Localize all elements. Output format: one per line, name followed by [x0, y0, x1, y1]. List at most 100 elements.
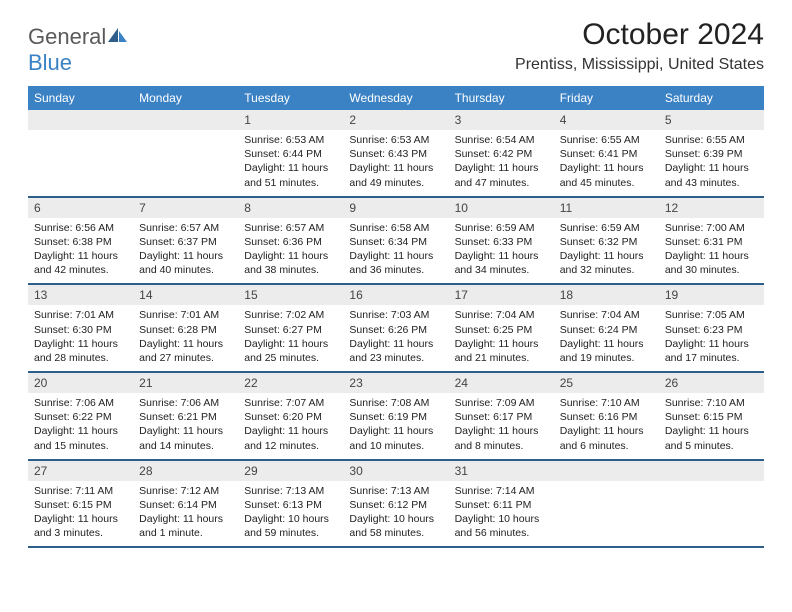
sunset-text: Sunset: 6:17 PM [455, 410, 548, 424]
sunrise-text: Sunrise: 6:55 AM [560, 133, 653, 147]
day-number: 10 [449, 198, 554, 218]
sunset-text: Sunset: 6:23 PM [665, 323, 758, 337]
daylight-text: Daylight: 11 hours and 42 minutes. [34, 249, 127, 277]
day-cell: 28Sunrise: 7:12 AMSunset: 6:14 PMDayligh… [133, 461, 238, 547]
sunrise-text: Sunrise: 7:12 AM [139, 484, 232, 498]
day-details: Sunrise: 7:09 AMSunset: 6:17 PMDaylight:… [449, 393, 554, 459]
day-details [133, 130, 238, 190]
daylight-text: Daylight: 11 hours and 21 minutes. [455, 337, 548, 365]
sunset-text: Sunset: 6:32 PM [560, 235, 653, 249]
day-cell: 13Sunrise: 7:01 AMSunset: 6:30 PMDayligh… [28, 285, 133, 371]
sunrise-text: Sunrise: 7:13 AM [244, 484, 337, 498]
day-number: 19 [659, 285, 764, 305]
sunset-text: Sunset: 6:43 PM [349, 147, 442, 161]
daylight-text: Daylight: 11 hours and 1 minute. [139, 512, 232, 540]
day-number: 25 [554, 373, 659, 393]
daylight-text: Daylight: 11 hours and 15 minutes. [34, 424, 127, 452]
daylight-text: Daylight: 11 hours and 51 minutes. [244, 161, 337, 189]
daylight-text: Daylight: 11 hours and 12 minutes. [244, 424, 337, 452]
day-number: 11 [554, 198, 659, 218]
sunset-text: Sunset: 6:16 PM [560, 410, 653, 424]
day-number [554, 461, 659, 481]
day-number: 27 [28, 461, 133, 481]
sunrise-text: Sunrise: 6:59 AM [455, 221, 548, 235]
day-cell [28, 110, 133, 196]
daylight-text: Daylight: 10 hours and 59 minutes. [244, 512, 337, 540]
daylight-text: Daylight: 11 hours and 17 minutes. [665, 337, 758, 365]
logo-sail-icon [108, 28, 128, 44]
day-cell: 7Sunrise: 6:57 AMSunset: 6:37 PMDaylight… [133, 198, 238, 284]
week-row: 6Sunrise: 6:56 AMSunset: 6:38 PMDaylight… [28, 198, 764, 286]
sunrise-text: Sunrise: 7:02 AM [244, 308, 337, 322]
day-number: 15 [238, 285, 343, 305]
week-row: 20Sunrise: 7:06 AMSunset: 6:22 PMDayligh… [28, 373, 764, 461]
daylight-text: Daylight: 11 hours and 40 minutes. [139, 249, 232, 277]
sunset-text: Sunset: 6:24 PM [560, 323, 653, 337]
day-number: 31 [449, 461, 554, 481]
day-number: 21 [133, 373, 238, 393]
day-details: Sunrise: 7:06 AMSunset: 6:21 PMDaylight:… [133, 393, 238, 459]
daylight-text: Daylight: 11 hours and 34 minutes. [455, 249, 548, 277]
day-number: 1 [238, 110, 343, 130]
sunset-text: Sunset: 6:13 PM [244, 498, 337, 512]
daylight-text: Daylight: 11 hours and 45 minutes. [560, 161, 653, 189]
day-number: 7 [133, 198, 238, 218]
daylight-text: Daylight: 10 hours and 56 minutes. [455, 512, 548, 540]
sunrise-text: Sunrise: 7:07 AM [244, 396, 337, 410]
logo: General Blue [28, 24, 128, 76]
day-cell: 15Sunrise: 7:02 AMSunset: 6:27 PMDayligh… [238, 285, 343, 371]
day-details: Sunrise: 6:56 AMSunset: 6:38 PMDaylight:… [28, 218, 133, 284]
logo-text-general: General [28, 24, 106, 49]
day-details: Sunrise: 7:08 AMSunset: 6:19 PMDaylight:… [343, 393, 448, 459]
sunset-text: Sunset: 6:22 PM [34, 410, 127, 424]
day-details: Sunrise: 7:01 AMSunset: 6:30 PMDaylight:… [28, 305, 133, 371]
day-details: Sunrise: 6:59 AMSunset: 6:33 PMDaylight:… [449, 218, 554, 284]
day-details: Sunrise: 7:13 AMSunset: 6:13 PMDaylight:… [238, 481, 343, 547]
daylight-text: Daylight: 11 hours and 14 minutes. [139, 424, 232, 452]
day-details: Sunrise: 7:11 AMSunset: 6:15 PMDaylight:… [28, 481, 133, 547]
sunset-text: Sunset: 6:36 PM [244, 235, 337, 249]
sunset-text: Sunset: 6:42 PM [455, 147, 548, 161]
day-number: 12 [659, 198, 764, 218]
day-cell: 12Sunrise: 7:00 AMSunset: 6:31 PMDayligh… [659, 198, 764, 284]
day-details: Sunrise: 6:53 AMSunset: 6:44 PMDaylight:… [238, 130, 343, 196]
sunset-text: Sunset: 6:21 PM [139, 410, 232, 424]
day-cell: 30Sunrise: 7:13 AMSunset: 6:12 PMDayligh… [343, 461, 448, 547]
daylight-text: Daylight: 11 hours and 38 minutes. [244, 249, 337, 277]
daylight-text: Daylight: 11 hours and 43 minutes. [665, 161, 758, 189]
day-cell: 1Sunrise: 6:53 AMSunset: 6:44 PMDaylight… [238, 110, 343, 196]
day-cell: 26Sunrise: 7:10 AMSunset: 6:15 PMDayligh… [659, 373, 764, 459]
day-details: Sunrise: 6:58 AMSunset: 6:34 PMDaylight:… [343, 218, 448, 284]
daylight-text: Daylight: 11 hours and 28 minutes. [34, 337, 127, 365]
day-cell: 29Sunrise: 7:13 AMSunset: 6:13 PMDayligh… [238, 461, 343, 547]
day-details: Sunrise: 7:03 AMSunset: 6:26 PMDaylight:… [343, 305, 448, 371]
sunrise-text: Sunrise: 7:10 AM [665, 396, 758, 410]
sunset-text: Sunset: 6:38 PM [34, 235, 127, 249]
sunset-text: Sunset: 6:41 PM [560, 147, 653, 161]
day-number: 29 [238, 461, 343, 481]
sunset-text: Sunset: 6:31 PM [665, 235, 758, 249]
daylight-text: Daylight: 11 hours and 25 minutes. [244, 337, 337, 365]
day-cell: 16Sunrise: 7:03 AMSunset: 6:26 PMDayligh… [343, 285, 448, 371]
day-details: Sunrise: 7:07 AMSunset: 6:20 PMDaylight:… [238, 393, 343, 459]
sunrise-text: Sunrise: 6:53 AM [244, 133, 337, 147]
location: Prentiss, Mississippi, United States [515, 56, 764, 74]
sunset-text: Sunset: 6:25 PM [455, 323, 548, 337]
sunset-text: Sunset: 6:15 PM [34, 498, 127, 512]
day-cell: 21Sunrise: 7:06 AMSunset: 6:21 PMDayligh… [133, 373, 238, 459]
day-number: 13 [28, 285, 133, 305]
sunrise-text: Sunrise: 7:05 AM [665, 308, 758, 322]
day-cell: 23Sunrise: 7:08 AMSunset: 6:19 PMDayligh… [343, 373, 448, 459]
day-cell: 11Sunrise: 6:59 AMSunset: 6:32 PMDayligh… [554, 198, 659, 284]
daylight-text: Daylight: 11 hours and 3 minutes. [34, 512, 127, 540]
day-cell: 22Sunrise: 7:07 AMSunset: 6:20 PMDayligh… [238, 373, 343, 459]
day-details: Sunrise: 6:59 AMSunset: 6:32 PMDaylight:… [554, 218, 659, 284]
daylight-text: Daylight: 11 hours and 10 minutes. [349, 424, 442, 452]
calendar-page: General Blue October 2024 Prentiss, Miss… [0, 0, 792, 566]
calendar: SundayMondayTuesdayWednesdayThursdayFrid… [28, 86, 764, 548]
day-details: Sunrise: 7:02 AMSunset: 6:27 PMDaylight:… [238, 305, 343, 371]
day-cell: 27Sunrise: 7:11 AMSunset: 6:15 PMDayligh… [28, 461, 133, 547]
sunrise-text: Sunrise: 7:06 AM [34, 396, 127, 410]
day-number: 8 [238, 198, 343, 218]
sunset-text: Sunset: 6:15 PM [665, 410, 758, 424]
